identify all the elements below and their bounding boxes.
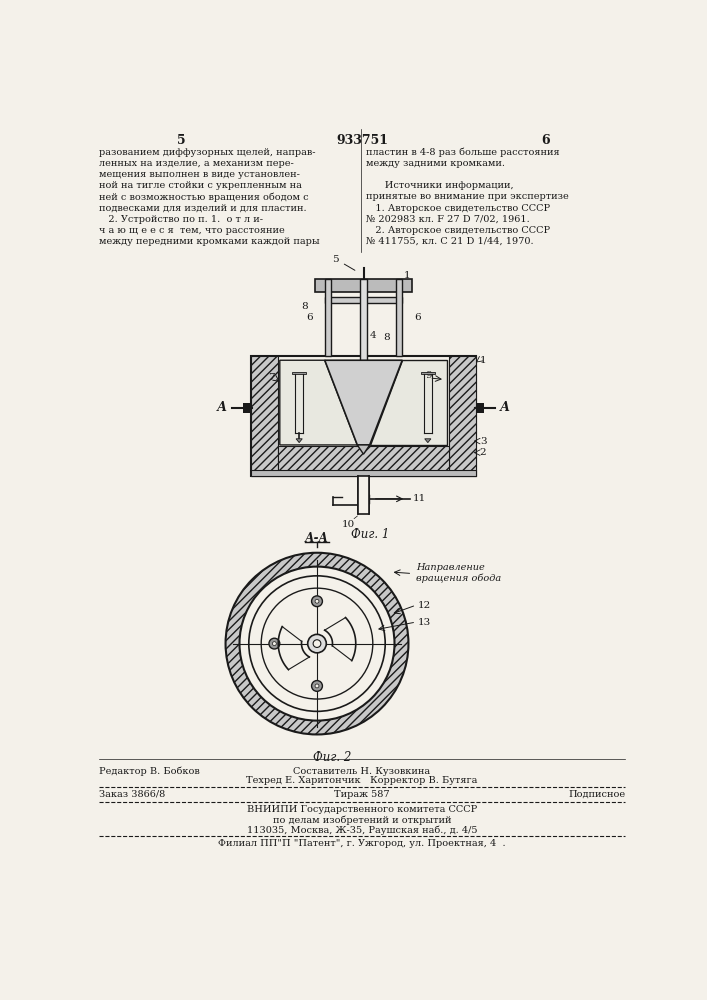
Text: Составитель Н. Кузовкина: Составитель Н. Кузовкина <box>293 767 431 776</box>
Text: 4: 4 <box>370 331 376 340</box>
Text: Тираж 587: Тираж 587 <box>334 790 390 799</box>
Text: Заказ 3866/8: Заказ 3866/8 <box>99 790 165 799</box>
Text: Филиал ПП"П "Патент", г. Ужгород, ул. Проектная, 4  .: Филиал ПП"П "Патент", г. Ужгород, ул. Пр… <box>218 839 506 848</box>
Text: Редактор В. Бобков: Редактор В. Бобков <box>99 767 200 776</box>
Bar <box>449 356 476 476</box>
Bar <box>292 372 306 374</box>
Text: ч а ю щ е е с я  тем, что расстояние: ч а ю щ е е с я тем, что расстояние <box>99 226 285 235</box>
Text: 2: 2 <box>480 448 486 457</box>
Text: Фиг. 1: Фиг. 1 <box>351 528 389 541</box>
Text: Подписное: Подписное <box>568 790 626 799</box>
Text: 2. Устройство по п. 1.  о т л и-: 2. Устройство по п. 1. о т л и- <box>99 215 263 224</box>
Circle shape <box>312 596 322 607</box>
Text: 933751: 933751 <box>336 134 388 147</box>
Bar <box>358 476 369 514</box>
Polygon shape <box>425 439 431 443</box>
Text: Направление
вращения обода: Направление вращения обода <box>416 563 501 583</box>
Text: 6: 6 <box>414 313 421 322</box>
Text: № 411755, кл. С 21 D 1/44, 1970.: № 411755, кл. С 21 D 1/44, 1970. <box>366 237 534 246</box>
Bar <box>315 279 411 292</box>
Circle shape <box>261 588 373 699</box>
Text: 8: 8 <box>383 333 390 342</box>
Polygon shape <box>370 360 448 445</box>
Text: между задними кромками.: между задними кромками. <box>366 159 505 168</box>
Bar <box>251 470 476 476</box>
Text: между передними кромками каждой пары: между передними кромками каждой пары <box>99 237 320 246</box>
Text: 13: 13 <box>418 618 431 627</box>
Text: принятые во внимание при экспертизе: принятые во внимание при экспертизе <box>366 192 568 201</box>
Bar <box>243 403 251 413</box>
Bar <box>396 279 402 356</box>
Text: А-А: А-А <box>305 532 329 545</box>
Bar <box>421 372 435 374</box>
Text: 1: 1 <box>480 356 486 365</box>
Text: 6: 6 <box>542 134 550 147</box>
Text: 10: 10 <box>341 520 355 529</box>
Text: 11: 11 <box>412 494 426 503</box>
Circle shape <box>308 634 327 653</box>
Text: 2. Авторское свидетельство СССР: 2. Авторское свидетельство СССР <box>366 226 550 235</box>
Circle shape <box>272 642 276 646</box>
Text: 3: 3 <box>480 437 486 446</box>
Text: по делам изобретений и открытий: по делам изобретений и открытий <box>273 815 451 825</box>
Text: 6: 6 <box>307 313 313 322</box>
Circle shape <box>315 684 319 688</box>
Text: А: А <box>501 401 510 414</box>
Text: ленных на изделие, а механизм пере-: ленных на изделие, а механизм пере- <box>99 159 294 168</box>
Circle shape <box>315 599 319 603</box>
Text: пластин в 4-8 раз больше расстояния: пластин в 4-8 раз больше расстояния <box>366 148 559 157</box>
Polygon shape <box>357 445 370 454</box>
Text: А: А <box>216 401 227 414</box>
Text: 12: 12 <box>418 601 431 610</box>
Polygon shape <box>296 439 303 443</box>
Circle shape <box>226 553 409 734</box>
Text: 8: 8 <box>301 302 308 311</box>
Bar <box>251 356 476 476</box>
Circle shape <box>269 638 280 649</box>
Text: подвесками для изделий и для пластин.: подвесками для изделий и для пластин. <box>99 204 307 213</box>
Text: 7: 7 <box>268 373 274 382</box>
Bar <box>476 403 484 413</box>
Text: 1: 1 <box>404 271 411 280</box>
Text: Фиг. 2: Фиг. 2 <box>313 751 351 764</box>
Bar <box>325 279 331 356</box>
Text: разованием диффузорных щелей, направ-: разованием диффузорных щелей, направ- <box>99 148 316 157</box>
Text: ВНИИПИ Государственного комитета СССР: ВНИИПИ Государственного комитета СССР <box>247 805 477 814</box>
Text: Источники информации,: Источники информации, <box>366 181 513 190</box>
Polygon shape <box>280 360 357 445</box>
Circle shape <box>240 567 395 721</box>
Text: Техред Е. Харитончик   Корректор В. Бутяга: Техред Е. Харитончик Корректор В. Бутяга <box>246 776 478 785</box>
Text: 113035, Москва, Ж-35, Раушская наб., д. 4/5: 113035, Москва, Ж-35, Раушская наб., д. … <box>247 825 477 835</box>
Text: 5: 5 <box>177 134 186 147</box>
Text: мещения выполнен в виде установлен-: мещения выполнен в виде установлен- <box>99 170 300 179</box>
Text: ней с возможностью вращения ободом с: ней с возможностью вращения ободом с <box>99 192 309 202</box>
Circle shape <box>312 681 322 691</box>
Text: 9: 9 <box>426 371 432 380</box>
Bar <box>279 446 449 476</box>
Text: ной на тигле стойки с укрепленным на: ной на тигле стойки с укрепленным на <box>99 181 302 190</box>
Bar <box>325 297 402 303</box>
Circle shape <box>313 640 321 647</box>
Text: 5: 5 <box>332 255 355 270</box>
Polygon shape <box>325 360 402 445</box>
Text: № 202983 кл. F 27 D 7/02, 1961.: № 202983 кл. F 27 D 7/02, 1961. <box>366 215 530 224</box>
Bar <box>251 356 279 476</box>
Bar <box>360 279 368 418</box>
Circle shape <box>249 576 385 711</box>
Text: 1. Авторское свидетельство СССР: 1. Авторское свидетельство СССР <box>366 204 550 213</box>
